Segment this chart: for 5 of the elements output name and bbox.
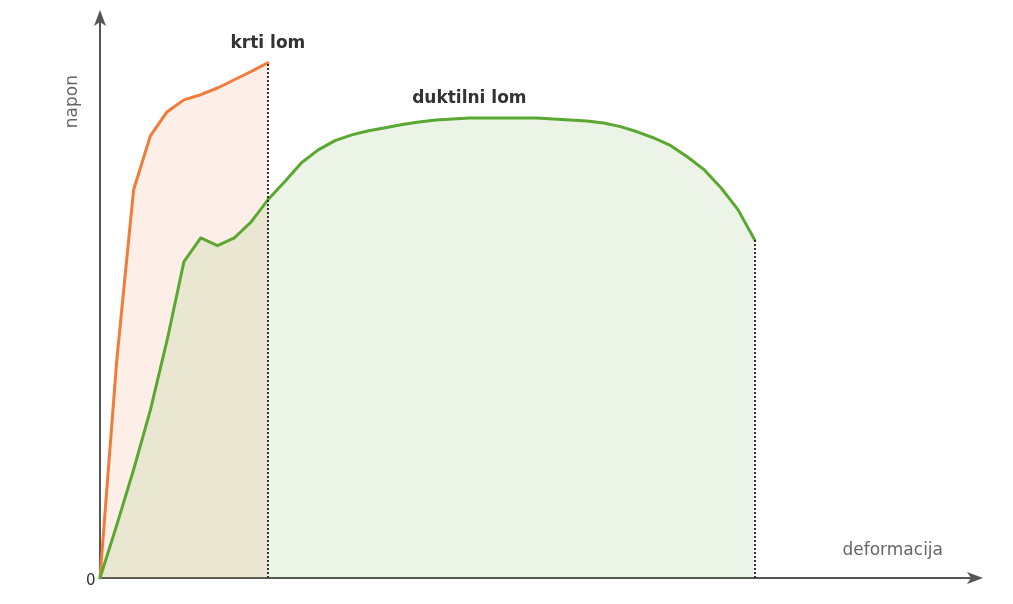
x-axis-title: deformacija bbox=[842, 538, 943, 559]
series-label: krti lom bbox=[230, 32, 306, 53]
y-axis-title: napon bbox=[60, 74, 81, 129]
series-label: duktilni lom bbox=[412, 87, 527, 108]
text: 0 bbox=[86, 570, 96, 589]
